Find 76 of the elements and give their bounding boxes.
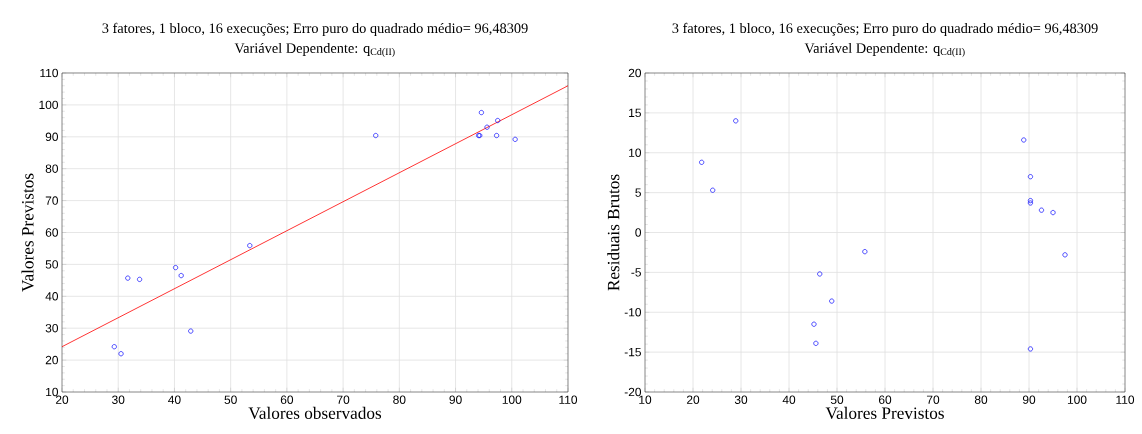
point [173, 265, 179, 271]
y-tick-label: -20 [624, 387, 642, 397]
x-tick-label: 40 [168, 395, 181, 404]
x-tick-label: 50 [224, 395, 237, 404]
y-tick-label: 15 [629, 108, 641, 118]
x-tick-label: 30 [112, 395, 125, 404]
x-tick-label: 20 [686, 395, 700, 404]
point [813, 340, 819, 346]
x-tick-label: 70 [926, 395, 940, 404]
y-tick-label: 20 [45, 355, 59, 365]
x-tick-label: 90 [449, 395, 462, 404]
y-tick-label: 5 [635, 188, 641, 197]
x-tick-label: 20 [55, 395, 69, 404]
y-tick-label: -15 [624, 347, 641, 357]
chart-subtitle: Variável Dependente: q$_{Cd(II)}$ [804, 42, 965, 58]
y-tick-label: 90 [45, 132, 59, 142]
y-tick-label: 80 [45, 164, 59, 173]
x-axis-title: Valores Previstos [825, 406, 944, 420]
y-tick-label: 100 [39, 100, 59, 110]
point [125, 275, 131, 281]
y-tick-label: 70 [45, 196, 59, 205]
point [710, 187, 716, 193]
point [118, 351, 124, 357]
y-tick-label: 40 [45, 292, 59, 301]
x-tick-label: 70 [337, 395, 350, 404]
point [1038, 207, 1045, 213]
x-tick-label: 110 [559, 395, 578, 404]
point [484, 124, 490, 130]
point [1062, 252, 1068, 258]
point [1027, 346, 1033, 352]
x-tick-label: 80 [974, 395, 988, 404]
point [373, 132, 379, 139]
x-tick-label: 100 [502, 395, 522, 404]
y-tick-label: 30 [45, 323, 59, 333]
point [111, 344, 117, 350]
point [178, 273, 184, 279]
chart-title: 3 fatores, 1 bloco, 16 execuções; Erro puro do quadrado médio= 96,48309 [102, 22, 528, 36]
x-tick-label: 80 [393, 395, 406, 404]
y-tick-label: 110 [40, 68, 59, 78]
x-tick-label: 50 [830, 395, 844, 404]
point [137, 276, 143, 282]
x-tick-label: 40 [782, 395, 796, 404]
point [817, 271, 823, 277]
point [478, 110, 484, 116]
x-tick-label: 100 [1067, 395, 1087, 404]
point [862, 249, 868, 255]
chart-title: 3 fatores, 1 bloco, 16 execuções; Erro puro do quadrado médio= 96,48309 [672, 22, 1098, 36]
point [1050, 210, 1056, 216]
point [733, 118, 739, 124]
chart-subtitle: Variável Dependente: q$_{Cd(II)}$ [234, 42, 395, 58]
point [811, 321, 817, 327]
y-tick-label: 0 [635, 228, 642, 237]
point [829, 298, 835, 304]
y-tick-label: 20 [628, 68, 642, 78]
y-axis-title: Residuais Brutos [607, 174, 620, 291]
y-tick-label: 10 [46, 387, 59, 397]
y-tick-label: -5 [631, 268, 641, 277]
x-tick-label: 30 [734, 395, 748, 404]
point [699, 159, 705, 165]
x-tick-label: 60 [280, 395, 294, 404]
y-tick-label: 50 [45, 260, 59, 269]
y-tick-label: -10 [624, 308, 642, 317]
point [1027, 174, 1033, 180]
point [188, 328, 194, 334]
y-tick-label: 60 [45, 228, 59, 237]
x-tick-label: 60 [878, 395, 892, 404]
y-tick-label: 10 [629, 148, 642, 157]
x-tick-label: 110 [1116, 395, 1135, 404]
point [1021, 137, 1027, 143]
point [512, 136, 518, 142]
x-tick-label: 90 [1022, 395, 1036, 404]
point [495, 117, 501, 124]
x-axis-title: Valores observados [248, 406, 382, 420]
y-axis-title: Valores Previstos [21, 173, 34, 292]
point [247, 243, 253, 249]
point [494, 132, 500, 139]
